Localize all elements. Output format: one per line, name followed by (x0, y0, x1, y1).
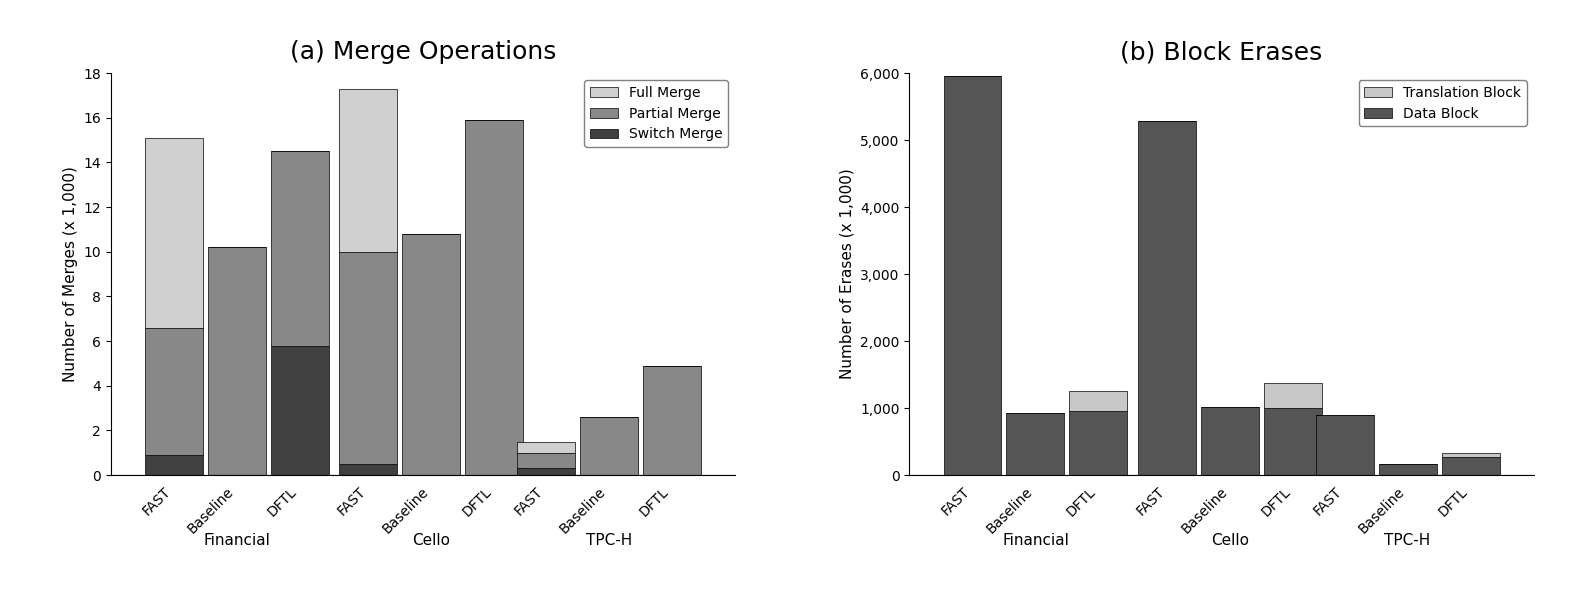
Bar (340, 252, 397, 464)
Bar (580, 417, 637, 475)
Bar (270, 151, 329, 345)
Bar (517, 452, 575, 468)
Bar (517, 442, 575, 452)
Text: Financial: Financial (204, 533, 270, 548)
Text: Cello: Cello (1211, 533, 1249, 548)
Bar (145, 455, 202, 475)
Y-axis label: Number of Erases (x 1,000): Number of Erases (x 1,000) (840, 169, 855, 379)
Title: (a) Merge Operations: (a) Merge Operations (289, 40, 557, 64)
Bar (340, 464, 397, 475)
Bar (402, 234, 460, 475)
Bar (270, 345, 329, 475)
Legend: Translation Block, Data Block: Translation Block, Data Block (1358, 80, 1527, 126)
Bar (944, 77, 1001, 475)
Bar (145, 138, 202, 328)
Bar (340, 89, 397, 252)
Bar (1007, 413, 1064, 475)
Text: Cello: Cello (413, 533, 451, 548)
Bar (517, 468, 575, 475)
Text: TPC-H: TPC-H (1385, 533, 1431, 548)
Title: (b) Block Erases: (b) Block Erases (1121, 40, 1323, 64)
Bar (1069, 392, 1127, 412)
Bar (1202, 407, 1258, 475)
Y-axis label: Number of Merges (x 1,000): Number of Merges (x 1,000) (63, 166, 77, 382)
Text: Financial: Financial (1002, 533, 1069, 548)
Bar (1315, 415, 1374, 475)
Text: TPC-H: TPC-H (585, 533, 632, 548)
Legend: Full Merge, Partial Merge, Switch Merge: Full Merge, Partial Merge, Switch Merge (585, 80, 727, 147)
Bar (145, 328, 202, 455)
Bar (1442, 453, 1499, 457)
Bar (1442, 457, 1499, 475)
Bar (1265, 382, 1322, 408)
Bar (1069, 412, 1127, 475)
Bar (1265, 408, 1322, 475)
Bar (207, 247, 266, 475)
Bar (1138, 121, 1197, 475)
Bar (643, 365, 700, 475)
Bar (1379, 463, 1437, 475)
Bar (465, 120, 523, 475)
